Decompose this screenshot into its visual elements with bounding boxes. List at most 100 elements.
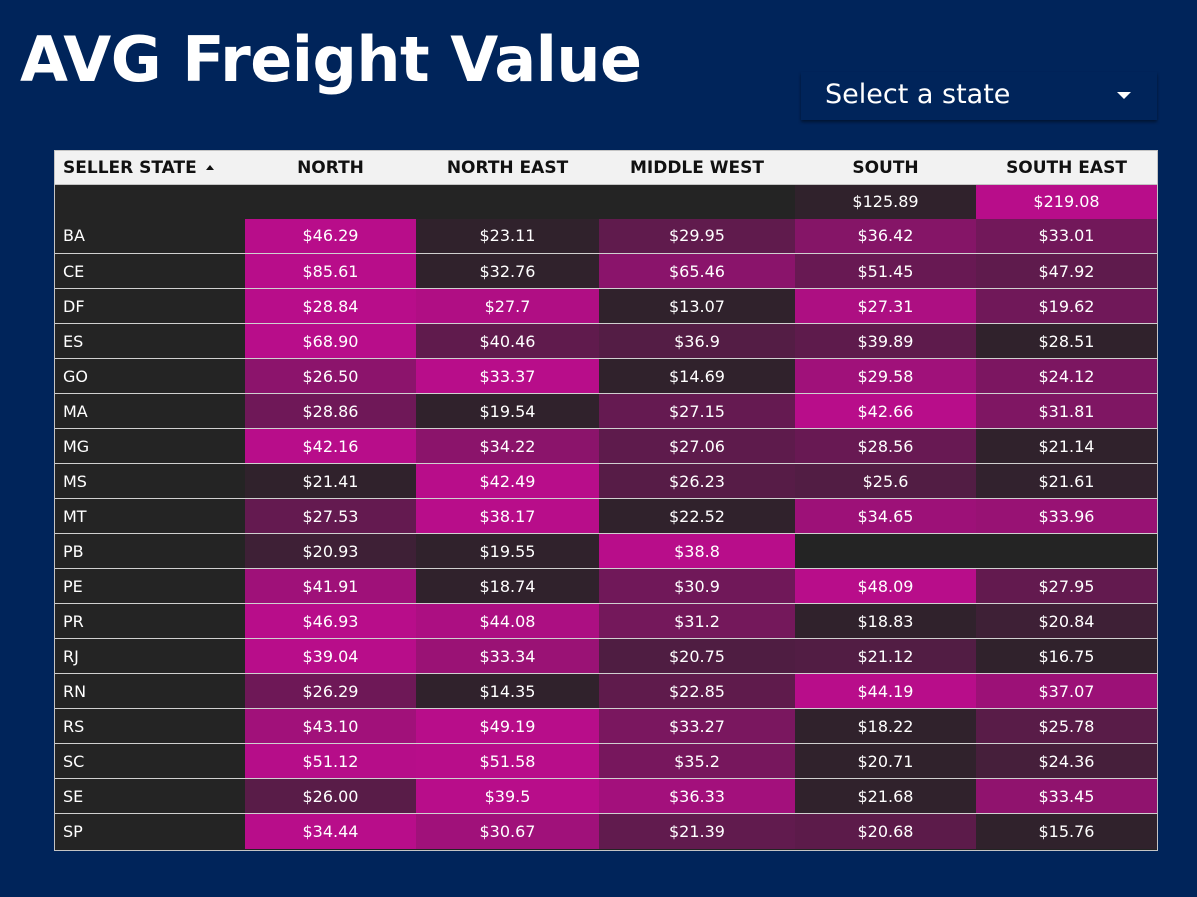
freight-value-cell: $18.83 <box>795 603 976 639</box>
freight-value-cell: $85.61 <box>245 253 416 289</box>
freight-value-cell: $28.56 <box>795 428 976 464</box>
freight-value-cell: $47.92 <box>976 253 1157 289</box>
freight-value-cell: $21.12 <box>795 638 976 674</box>
freight-value-cell: $23.11 <box>416 218 599 254</box>
table-row: SP $34.44 $30.67 $21.39 $20.68 $15.76 <box>55 813 1157 849</box>
table-row: $125.89 $219.08 <box>55 184 1157 219</box>
table-row: PB $20.93 $19.55 $38.8 <box>55 533 1157 569</box>
freight-value-cell: $39.04 <box>245 638 416 674</box>
freight-value-cell: $37.07 <box>976 673 1157 709</box>
freight-value-cell: $33.27 <box>599 708 795 744</box>
freight-value-cell: $30.9 <box>599 568 795 604</box>
freight-value-cell: $34.44 <box>245 813 416 849</box>
state-select-placeholder: Select a state <box>825 79 1011 110</box>
freight-value-cell: $41.91 <box>245 568 416 604</box>
freight-value-cell: $125.89 <box>795 184 976 219</box>
seller-state-cell: PB <box>55 533 245 569</box>
freight-value-cell: $27.7 <box>416 288 599 324</box>
freight-value-cell: $13.07 <box>599 288 795 324</box>
freight-value-cell: $38.8 <box>599 533 795 569</box>
seller-state-cell: MT <box>55 498 245 534</box>
freight-value-cell: $51.12 <box>245 743 416 779</box>
freight-value-cell: $46.29 <box>245 218 416 254</box>
seller-state-cell: DF <box>55 288 245 324</box>
freight-value-cell: $21.61 <box>976 463 1157 499</box>
freight-value-cell <box>245 184 416 219</box>
freight-value-cell: $27.15 <box>599 393 795 429</box>
freight-value-cell <box>976 533 1157 569</box>
column-header-north[interactable]: NORTH <box>245 151 416 185</box>
seller-state-cell: RJ <box>55 638 245 674</box>
table-row: RS $43.10 $49.19 $33.27 $18.22 $25.78 <box>55 708 1157 744</box>
freight-value-cell: $19.62 <box>976 288 1157 324</box>
freight-value-cell: $27.53 <box>245 498 416 534</box>
table-row: GO $26.50 $33.37 $14.69 $29.58 $24.12 <box>55 358 1157 394</box>
freight-value-cell: $42.16 <box>245 428 416 464</box>
table-row: PE $41.91 $18.74 $30.9 $48.09 $27.95 <box>55 568 1157 604</box>
freight-value-cell: $27.31 <box>795 288 976 324</box>
freight-value-cell: $43.10 <box>245 708 416 744</box>
seller-state-cell: SC <box>55 743 245 779</box>
freight-value-cell: $42.49 <box>416 463 599 499</box>
freight-heatmap-table: SELLER STATE NORTH NORTH EAST MIDDLE WES… <box>55 151 1157 849</box>
freight-value-cell: $28.86 <box>245 393 416 429</box>
column-header-seller-state[interactable]: SELLER STATE <box>55 151 245 185</box>
table-body: $125.89 $219.08 BA $46.29 $23.11 $29.95 $36.42… <box>55 184 1157 849</box>
state-select-dropdown[interactable]: Select a state <box>801 72 1157 120</box>
freight-value-cell: $33.37 <box>416 358 599 394</box>
freight-value-cell: $49.19 <box>416 708 599 744</box>
freight-value-cell: $26.00 <box>245 778 416 814</box>
freight-value-cell: $26.29 <box>245 673 416 709</box>
freight-value-cell: $31.2 <box>599 603 795 639</box>
table-header-row: SELLER STATE NORTH NORTH EAST MIDDLE WES… <box>55 151 1157 185</box>
freight-value-cell: $26.23 <box>599 463 795 499</box>
freight-value-cell: $38.17 <box>416 498 599 534</box>
freight-value-cell <box>795 533 976 569</box>
dropdown-arrow-icon[interactable] <box>1117 92 1131 99</box>
freight-value-cell: $29.95 <box>599 218 795 254</box>
seller-state-cell: RN <box>55 673 245 709</box>
freight-value-cell: $51.45 <box>795 253 976 289</box>
freight-value-cell: $68.90 <box>245 323 416 359</box>
column-header-south-east[interactable]: SOUTH EAST <box>976 151 1157 185</box>
table-row: DF $28.84 $27.7 $13.07 $27.31 $19.62 <box>55 288 1157 324</box>
freight-value-cell: $21.14 <box>976 428 1157 464</box>
freight-value-cell: $39.5 <box>416 778 599 814</box>
table-row: RJ $39.04 $33.34 $20.75 $21.12 $16.75 <box>55 638 1157 674</box>
seller-state-cell: SE <box>55 778 245 814</box>
table-row: BA $46.29 $23.11 $29.95 $36.42 $33.01 <box>55 218 1157 254</box>
freight-value-cell: $28.51 <box>976 323 1157 359</box>
freight-value-cell: $24.36 <box>976 743 1157 779</box>
seller-state-cell: GO <box>55 358 245 394</box>
freight-value-cell: $16.75 <box>976 638 1157 674</box>
table-row: MA $28.86 $19.54 $27.15 $42.66 $31.81 <box>55 393 1157 429</box>
column-header-south[interactable]: SOUTH <box>795 151 976 185</box>
freight-value-cell: $48.09 <box>795 568 976 604</box>
column-header-north-east[interactable]: NORTH EAST <box>416 151 599 185</box>
sort-ascending-icon[interactable] <box>205 164 214 170</box>
freight-value-cell: $25.6 <box>795 463 976 499</box>
freight-value-cell: $30.67 <box>416 813 599 849</box>
freight-value-cell: $32.76 <box>416 253 599 289</box>
freight-value-cell: $34.65 <box>795 498 976 534</box>
freight-value-cell: $20.93 <box>245 533 416 569</box>
column-header-middle-west[interactable]: MIDDLE WEST <box>599 151 795 185</box>
freight-value-cell: $36.33 <box>599 778 795 814</box>
table-row: ES $68.90 $40.46 $36.9 $39.89 $28.51 <box>55 323 1157 359</box>
freight-value-cell: $21.39 <box>599 813 795 849</box>
freight-value-cell: $31.81 <box>976 393 1157 429</box>
freight-value-cell: $35.2 <box>599 743 795 779</box>
freight-value-cell: $25.78 <box>976 708 1157 744</box>
freight-value-cell: $14.69 <box>599 358 795 394</box>
freight-value-cell: $22.52 <box>599 498 795 534</box>
freight-value-cell: $44.19 <box>795 673 976 709</box>
freight-value-cell: $36.42 <box>795 218 976 254</box>
seller-state-cell: RS <box>55 708 245 744</box>
column-header-label: SELLER STATE <box>63 157 197 178</box>
freight-value-cell: $46.93 <box>245 603 416 639</box>
freight-value-cell: $20.75 <box>599 638 795 674</box>
seller-state-cell: PE <box>55 568 245 604</box>
freight-value-cell: $65.46 <box>599 253 795 289</box>
table-row: SC $51.12 $51.58 $35.2 $20.71 $24.36 <box>55 743 1157 779</box>
seller-state-cell: ES <box>55 323 245 359</box>
